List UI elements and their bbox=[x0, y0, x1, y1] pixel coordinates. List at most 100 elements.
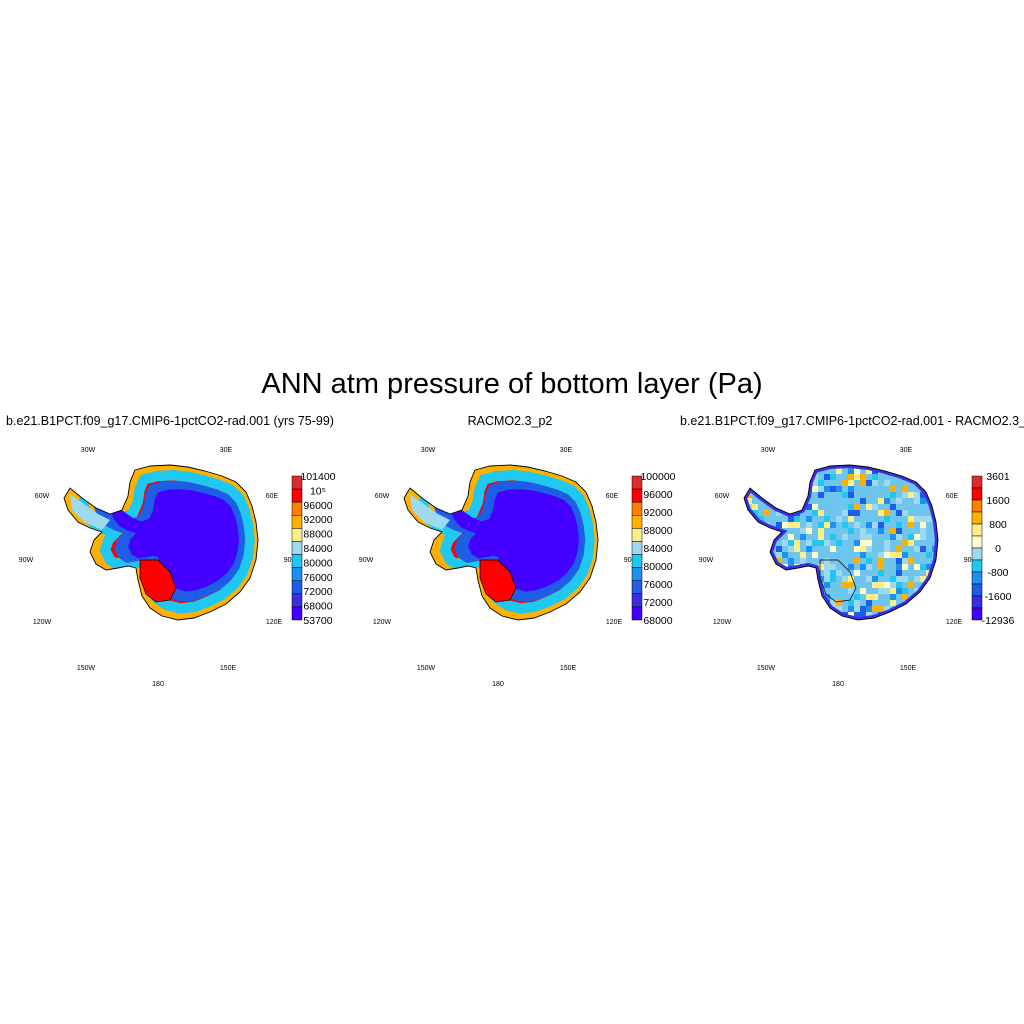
colorbar-label: 88000 bbox=[303, 529, 332, 541]
field-cell bbox=[800, 534, 806, 540]
field-cell bbox=[860, 540, 866, 546]
field-cell bbox=[824, 474, 830, 480]
field-cell bbox=[854, 504, 860, 510]
field-cell bbox=[932, 474, 938, 480]
field-cell bbox=[788, 570, 794, 576]
field-cell bbox=[818, 534, 824, 540]
longitude-label: 120W bbox=[373, 619, 392, 626]
field-cell bbox=[908, 582, 914, 588]
field-cell bbox=[800, 594, 806, 600]
field-cell bbox=[920, 564, 926, 570]
field-cell bbox=[794, 522, 800, 528]
field-cell bbox=[848, 468, 854, 474]
field-cell bbox=[818, 480, 824, 486]
field-cell bbox=[920, 534, 926, 540]
field-cell bbox=[800, 528, 806, 534]
field-cell bbox=[866, 576, 872, 582]
field-cell bbox=[746, 546, 752, 552]
field-cell bbox=[926, 516, 932, 522]
field-cell bbox=[812, 480, 818, 486]
field-cell bbox=[926, 474, 932, 480]
field-cell bbox=[800, 465, 806, 468]
field-cell bbox=[752, 522, 758, 528]
map-svg: 30W 30E 60W 60E 90W 90E 120W 120E 150W 150E 180 360… bbox=[699, 447, 1015, 688]
field-cell bbox=[788, 486, 794, 492]
field-cell bbox=[896, 522, 902, 528]
colorbar-swatch bbox=[631, 606, 643, 621]
field-cell bbox=[926, 465, 932, 468]
field-cell bbox=[926, 594, 932, 600]
field-cell bbox=[770, 468, 776, 474]
field-cell bbox=[854, 558, 860, 564]
field-cell bbox=[854, 540, 860, 546]
field-cell bbox=[854, 474, 860, 480]
field-cell bbox=[884, 618, 890, 620]
field-cell bbox=[764, 558, 770, 564]
map-svg: 30W 30E 60W 60E 90W 90E 120W 120E 150W 150E 180 100… bbox=[359, 447, 676, 688]
colorbar-label: 0 bbox=[995, 543, 1001, 555]
field-cell bbox=[758, 606, 764, 612]
field-cell bbox=[806, 570, 812, 576]
field-cell bbox=[744, 618, 746, 620]
field-cell bbox=[752, 504, 758, 510]
ross-shelf bbox=[140, 560, 176, 602]
field-cell bbox=[860, 564, 866, 570]
field-cell bbox=[752, 582, 758, 588]
field-cell bbox=[752, 534, 758, 540]
field-cell bbox=[860, 528, 866, 534]
field-cell bbox=[842, 510, 848, 516]
colorbar-label: 72000 bbox=[643, 597, 672, 609]
colorbar-swatch bbox=[631, 580, 643, 595]
field-cell bbox=[764, 606, 770, 612]
field-cell bbox=[890, 618, 896, 620]
field-cell bbox=[800, 612, 806, 618]
field-cell bbox=[746, 465, 752, 468]
longitude-label: 30W bbox=[81, 447, 96, 454]
field-cell bbox=[932, 465, 938, 468]
field-cell bbox=[746, 588, 752, 594]
field-cell bbox=[920, 492, 926, 498]
field-cell bbox=[896, 510, 902, 516]
longitude-label: 120W bbox=[713, 619, 732, 626]
field-cell bbox=[938, 486, 944, 492]
longitude-label: 120E bbox=[266, 619, 283, 626]
field-cell bbox=[866, 594, 872, 600]
field-cell bbox=[878, 522, 884, 528]
colorbar-swatch bbox=[631, 593, 643, 608]
colorbar-label: 76000 bbox=[643, 579, 672, 591]
field-cell bbox=[866, 558, 872, 564]
colorbar-swatch bbox=[291, 606, 303, 621]
field-cell bbox=[908, 522, 914, 528]
longitude-label: 150E bbox=[220, 665, 237, 672]
field-cell bbox=[776, 546, 782, 552]
field-cell bbox=[812, 618, 818, 620]
field-cell bbox=[794, 618, 800, 620]
field-cell bbox=[782, 552, 788, 558]
field-cell bbox=[938, 564, 944, 570]
field-cell bbox=[752, 528, 758, 534]
field-cell bbox=[902, 558, 908, 564]
field-cell bbox=[854, 594, 860, 600]
field-cell bbox=[842, 576, 848, 582]
field-interior bbox=[450, 489, 579, 592]
field-cell bbox=[926, 600, 932, 606]
colorbar-swatch bbox=[971, 487, 983, 501]
field-cell bbox=[836, 600, 842, 606]
colorbar-label: 101400 bbox=[300, 471, 335, 483]
colorbar-label: 84000 bbox=[643, 543, 672, 555]
field-cell bbox=[914, 576, 920, 582]
colorbar-label: 10⁵ bbox=[310, 485, 326, 497]
field-cell bbox=[782, 594, 788, 600]
field-cell bbox=[764, 534, 770, 540]
longitude-label: 90W bbox=[359, 557, 374, 564]
field-cell bbox=[836, 468, 842, 474]
field-cell bbox=[794, 540, 800, 546]
colorbar-label: 80000 bbox=[303, 557, 332, 569]
field-cell bbox=[908, 558, 914, 564]
field-cell bbox=[782, 576, 788, 582]
field-cell bbox=[776, 522, 782, 528]
field-cell bbox=[818, 492, 824, 498]
field-cell bbox=[878, 564, 884, 570]
field-cell bbox=[744, 486, 746, 492]
colorbar-swatch bbox=[971, 547, 983, 561]
